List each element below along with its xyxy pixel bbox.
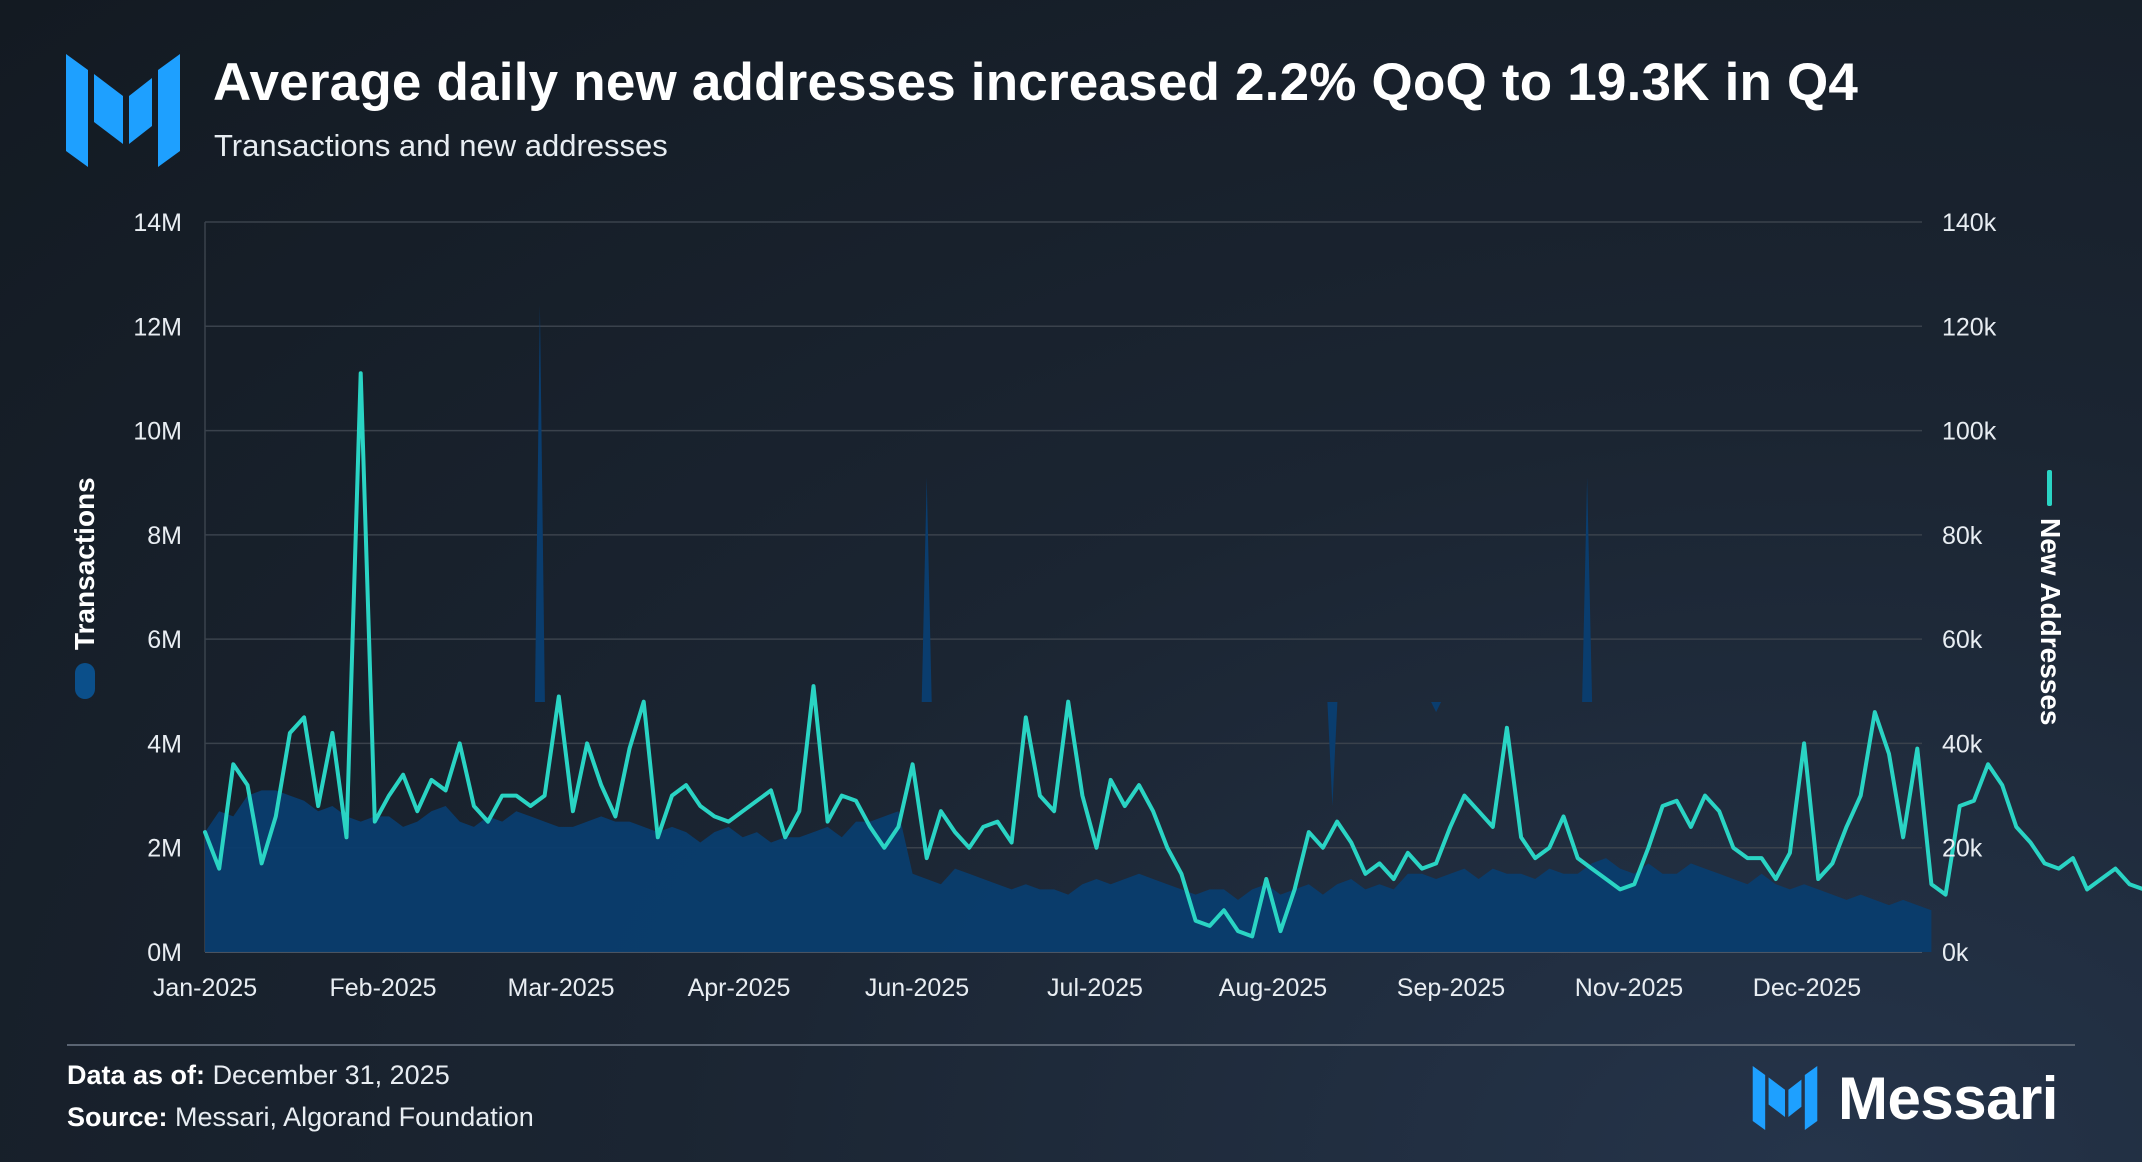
x-axis-ticks: Jan-2025 Feb-2025 Mar-2025 Apr-2025 Jun-2025… [153, 974, 1861, 1002]
left-tick-label: 0M [147, 939, 182, 967]
right-tick-label: 80k [1942, 522, 1983, 550]
footer-divider [67, 1044, 2075, 1046]
x-tick-label: Jan-2025 [153, 974, 257, 1002]
right-tick-label: 140k [1942, 209, 1997, 237]
messari-brand-icon [1752, 1066, 1818, 1130]
new-addresses-legend-swatch [2047, 470, 2052, 506]
transactions-area [205, 790, 1932, 952]
left-tick-label: 4M [147, 730, 182, 758]
transactions-legend-swatch [75, 663, 95, 699]
right-tick-label: 100k [1942, 418, 1997, 446]
x-tick-label: Aug-2025 [1219, 974, 1327, 1002]
data-as-of-label: Data as of: [67, 1060, 206, 1090]
source-value: Messari, Algorand Foundation [175, 1102, 534, 1132]
left-tick-label: 14M [133, 209, 182, 237]
x-tick-label: Feb-2025 [329, 974, 436, 1002]
right-axis-label: New Addresses [2035, 518, 2066, 726]
new-addresses-line [203, 371, 2142, 939]
left-tick-label: 8M [147, 522, 182, 550]
chart-title: Average daily new addresses increased 2.… [213, 53, 1859, 112]
x-tick-label: Jul-2025 [1047, 974, 1143, 1002]
right-tick-label: 0k [1942, 939, 1969, 967]
brand-logo: Messari [1752, 1064, 2058, 1132]
source: Source: Messari, Algorand Foundation [67, 1102, 534, 1133]
transactions-spike [1431, 702, 1442, 713]
messari-logo-icon [66, 54, 180, 167]
transactions-spike [534, 305, 545, 702]
chart: 0M 2M 4M 6M 8M 10M 12M 14M 0k 20k 40k 60k 80k 100k 12… [69, 209, 2142, 1002]
right-axis-legend: New Addresses [2035, 470, 2066, 726]
right-tick-label: 40k [1942, 730, 1983, 758]
source-label: Source: [67, 1102, 168, 1132]
x-tick-label: Jun-2025 [865, 974, 969, 1002]
new-addresses-line-layer [203, 371, 2142, 939]
x-tick-label: Apr-2025 [688, 974, 791, 1002]
x-tick-label: Mar-2025 [508, 974, 615, 1002]
chart-subtitle: Transactions and new addresses [214, 128, 668, 163]
left-tick-label: 12M [133, 313, 182, 341]
right-tick-label: 60k [1942, 626, 1983, 654]
right-axis-ticks: 0k 20k 40k 60k 80k 100k 120k 140k [1942, 209, 1997, 967]
transactions-spike [1327, 702, 1338, 806]
x-tick-label: Dec-2025 [1753, 974, 1861, 1002]
left-tick-label: 2M [147, 835, 182, 863]
left-tick-label: 6M [147, 626, 182, 654]
left-axis-ticks: 0M 2M 4M 6M 8M 10M 12M 14M [133, 209, 182, 967]
transactions-spike [1582, 477, 1593, 702]
data-as-of: Data as of: December 31, 2025 [67, 1060, 450, 1091]
left-axis-legend: Transactions [69, 477, 100, 699]
x-tick-label: Sep-2025 [1397, 974, 1505, 1002]
left-axis-label: Transactions [69, 477, 100, 650]
transactions-spikes-layer [534, 305, 1593, 806]
right-tick-label: 120k [1942, 313, 1997, 341]
x-tick-label: Nov-2025 [1575, 974, 1683, 1002]
left-tick-label: 10M [133, 418, 182, 446]
transactions-spike [921, 477, 932, 702]
data-as-of-value: December 31, 2025 [212, 1060, 450, 1090]
transactions-area-layer [205, 790, 1932, 952]
right-tick-label: 20k [1942, 835, 1983, 863]
brand-name: Messari [1838, 1064, 2058, 1132]
